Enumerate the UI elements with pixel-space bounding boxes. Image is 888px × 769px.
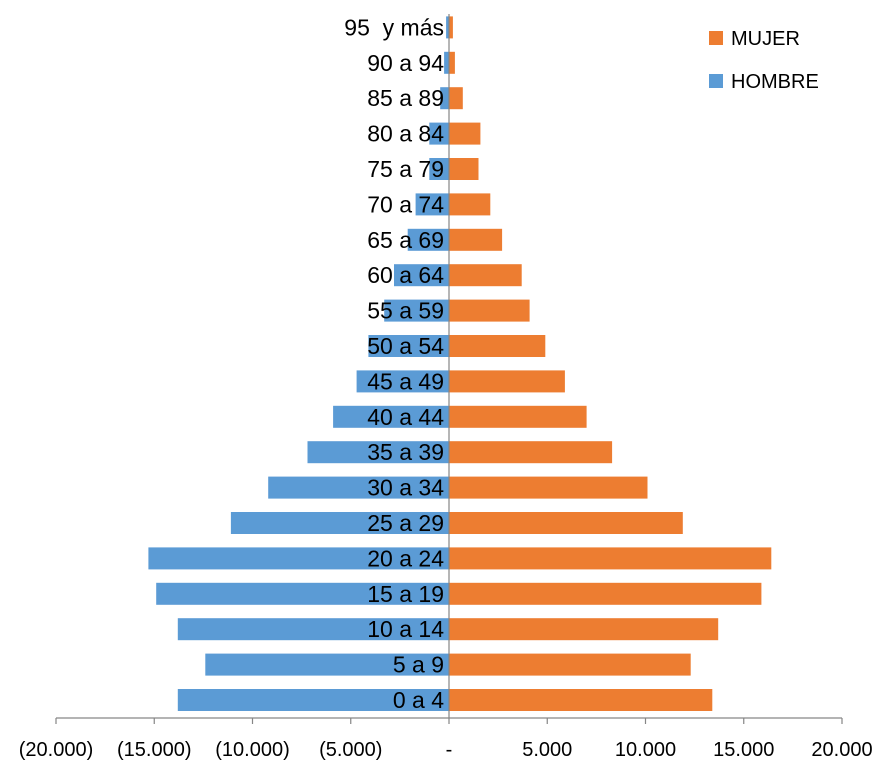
bar-hombre-30-a-34 bbox=[268, 476, 449, 499]
bar-mujer-20-a-24 bbox=[449, 547, 772, 570]
category-label: 50 a 54 bbox=[367, 333, 444, 359]
bar-hombre-35-a-39 bbox=[307, 441, 449, 464]
category-label: 85 a 89 bbox=[367, 85, 444, 111]
bar-mujer-85-a-89 bbox=[449, 87, 463, 110]
x-tick-label: 5.000 bbox=[522, 739, 572, 761]
category-label: 90 a 94 bbox=[367, 50, 444, 76]
bar-mujer-30-a-34 bbox=[449, 476, 648, 499]
bar-mujer-50-a-54 bbox=[449, 335, 546, 357]
bar-hombre-5-a-9 bbox=[205, 653, 449, 676]
category-labels: 0 a 4 5 a 9 10 a 14 15 a 19 20 a 24 25 a 29 30… bbox=[344, 14, 444, 713]
category-label: 25 a 29 bbox=[367, 510, 444, 536]
bar-hombre-0-a-4 bbox=[177, 689, 450, 711]
legend-swatch-mujer bbox=[709, 31, 723, 45]
category-label: 40 a 44 bbox=[367, 404, 444, 430]
x-tick-label: 10.000 bbox=[615, 739, 676, 761]
x-tick-label: 15.000 bbox=[713, 739, 774, 761]
bar-mujer-65-a-69 bbox=[449, 228, 503, 251]
category-label: 75 a 79 bbox=[367, 156, 444, 182]
bar-hombre-40-a-44 bbox=[333, 405, 449, 428]
category-label: 10 a 14 bbox=[367, 616, 444, 642]
bar-mujer-55-a-59 bbox=[449, 299, 530, 322]
category-label: 45 a 49 bbox=[367, 368, 444, 394]
bar-hombre-90-a-94 bbox=[444, 51, 449, 74]
bar-hombre-65-a-69 bbox=[407, 228, 449, 251]
bar-hombre-75-a-79 bbox=[429, 158, 449, 180]
category-label: 80 a 84 bbox=[367, 121, 444, 147]
bar-mujer-40-a-44 bbox=[449, 405, 587, 428]
bar-mujer-90-a-94 bbox=[449, 51, 455, 74]
bar-mujer-80-a-84 bbox=[449, 122, 481, 145]
bar-hombre-95-y-más bbox=[446, 16, 449, 39]
bar-mujer-0-a-4 bbox=[449, 689, 713, 711]
x-tick-label: (15.000) bbox=[117, 739, 192, 761]
category-label: 15 a 19 bbox=[367, 581, 444, 607]
category-label: 0 a 4 bbox=[393, 687, 444, 713]
bar-hombre-15-a-19 bbox=[156, 582, 449, 605]
bar-hombre-55-a-59 bbox=[384, 299, 449, 322]
bar-mujer-10-a-14 bbox=[449, 618, 719, 641]
bar-mujer-75-a-79 bbox=[449, 158, 479, 180]
x-tick-label: (20.000) bbox=[19, 739, 94, 761]
bar-hombre-60-a-64 bbox=[394, 264, 449, 287]
legend-label-mujer: MUJER bbox=[731, 28, 800, 50]
legend-swatch-hombre bbox=[709, 74, 723, 88]
category-label: 70 a 74 bbox=[367, 191, 444, 217]
category-label: 35 a 39 bbox=[367, 439, 444, 465]
bars-layer bbox=[148, 16, 772, 711]
category-label: 95 y más bbox=[344, 14, 444, 40]
bar-mujer-15-a-19 bbox=[449, 582, 762, 605]
bar-hombre-70-a-74 bbox=[415, 193, 449, 216]
legend: MUJER HOMBRE bbox=[709, 28, 819, 93]
category-label: 55 a 59 bbox=[367, 298, 444, 324]
bar-mujer-45-a-49 bbox=[449, 370, 565, 393]
x-tick-label: (5.000) bbox=[319, 739, 382, 761]
category-label: 60 a 64 bbox=[367, 262, 444, 288]
bar-hombre-50-a-54 bbox=[368, 335, 449, 357]
x-tick-label: 20.000 bbox=[811, 739, 872, 761]
x-axis-ticks: (20.000) (15.000) (10.000) (5.000) - 5.000 10.… bbox=[19, 718, 873, 761]
bar-hombre-25-a-29 bbox=[230, 512, 449, 534]
bar-hombre-85-a-89 bbox=[440, 87, 449, 110]
bar-hombre-80-a-84 bbox=[429, 122, 449, 145]
category-label: 65 a 69 bbox=[367, 227, 444, 253]
x-tick-label: (10.000) bbox=[215, 739, 290, 761]
bar-mujer-35-a-39 bbox=[449, 441, 613, 464]
category-label: 5 a 9 bbox=[393, 652, 444, 678]
bar-hombre-20-a-24 bbox=[148, 547, 449, 570]
bar-mujer-60-a-64 bbox=[449, 264, 522, 287]
x-axis bbox=[56, 14, 842, 719]
x-tick-label: - bbox=[446, 739, 453, 761]
category-label: 30 a 34 bbox=[367, 475, 444, 501]
bar-mujer-95-y-más bbox=[449, 16, 453, 39]
category-label: 20 a 24 bbox=[367, 545, 444, 571]
bar-mujer-70-a-74 bbox=[449, 193, 491, 216]
bar-mujer-5-a-9 bbox=[449, 653, 691, 676]
bar-mujer-25-a-29 bbox=[449, 512, 683, 534]
legend-label-hombre: HOMBRE bbox=[731, 71, 819, 93]
bar-hombre-45-a-49 bbox=[356, 370, 449, 393]
bar-hombre-10-a-14 bbox=[177, 618, 450, 641]
